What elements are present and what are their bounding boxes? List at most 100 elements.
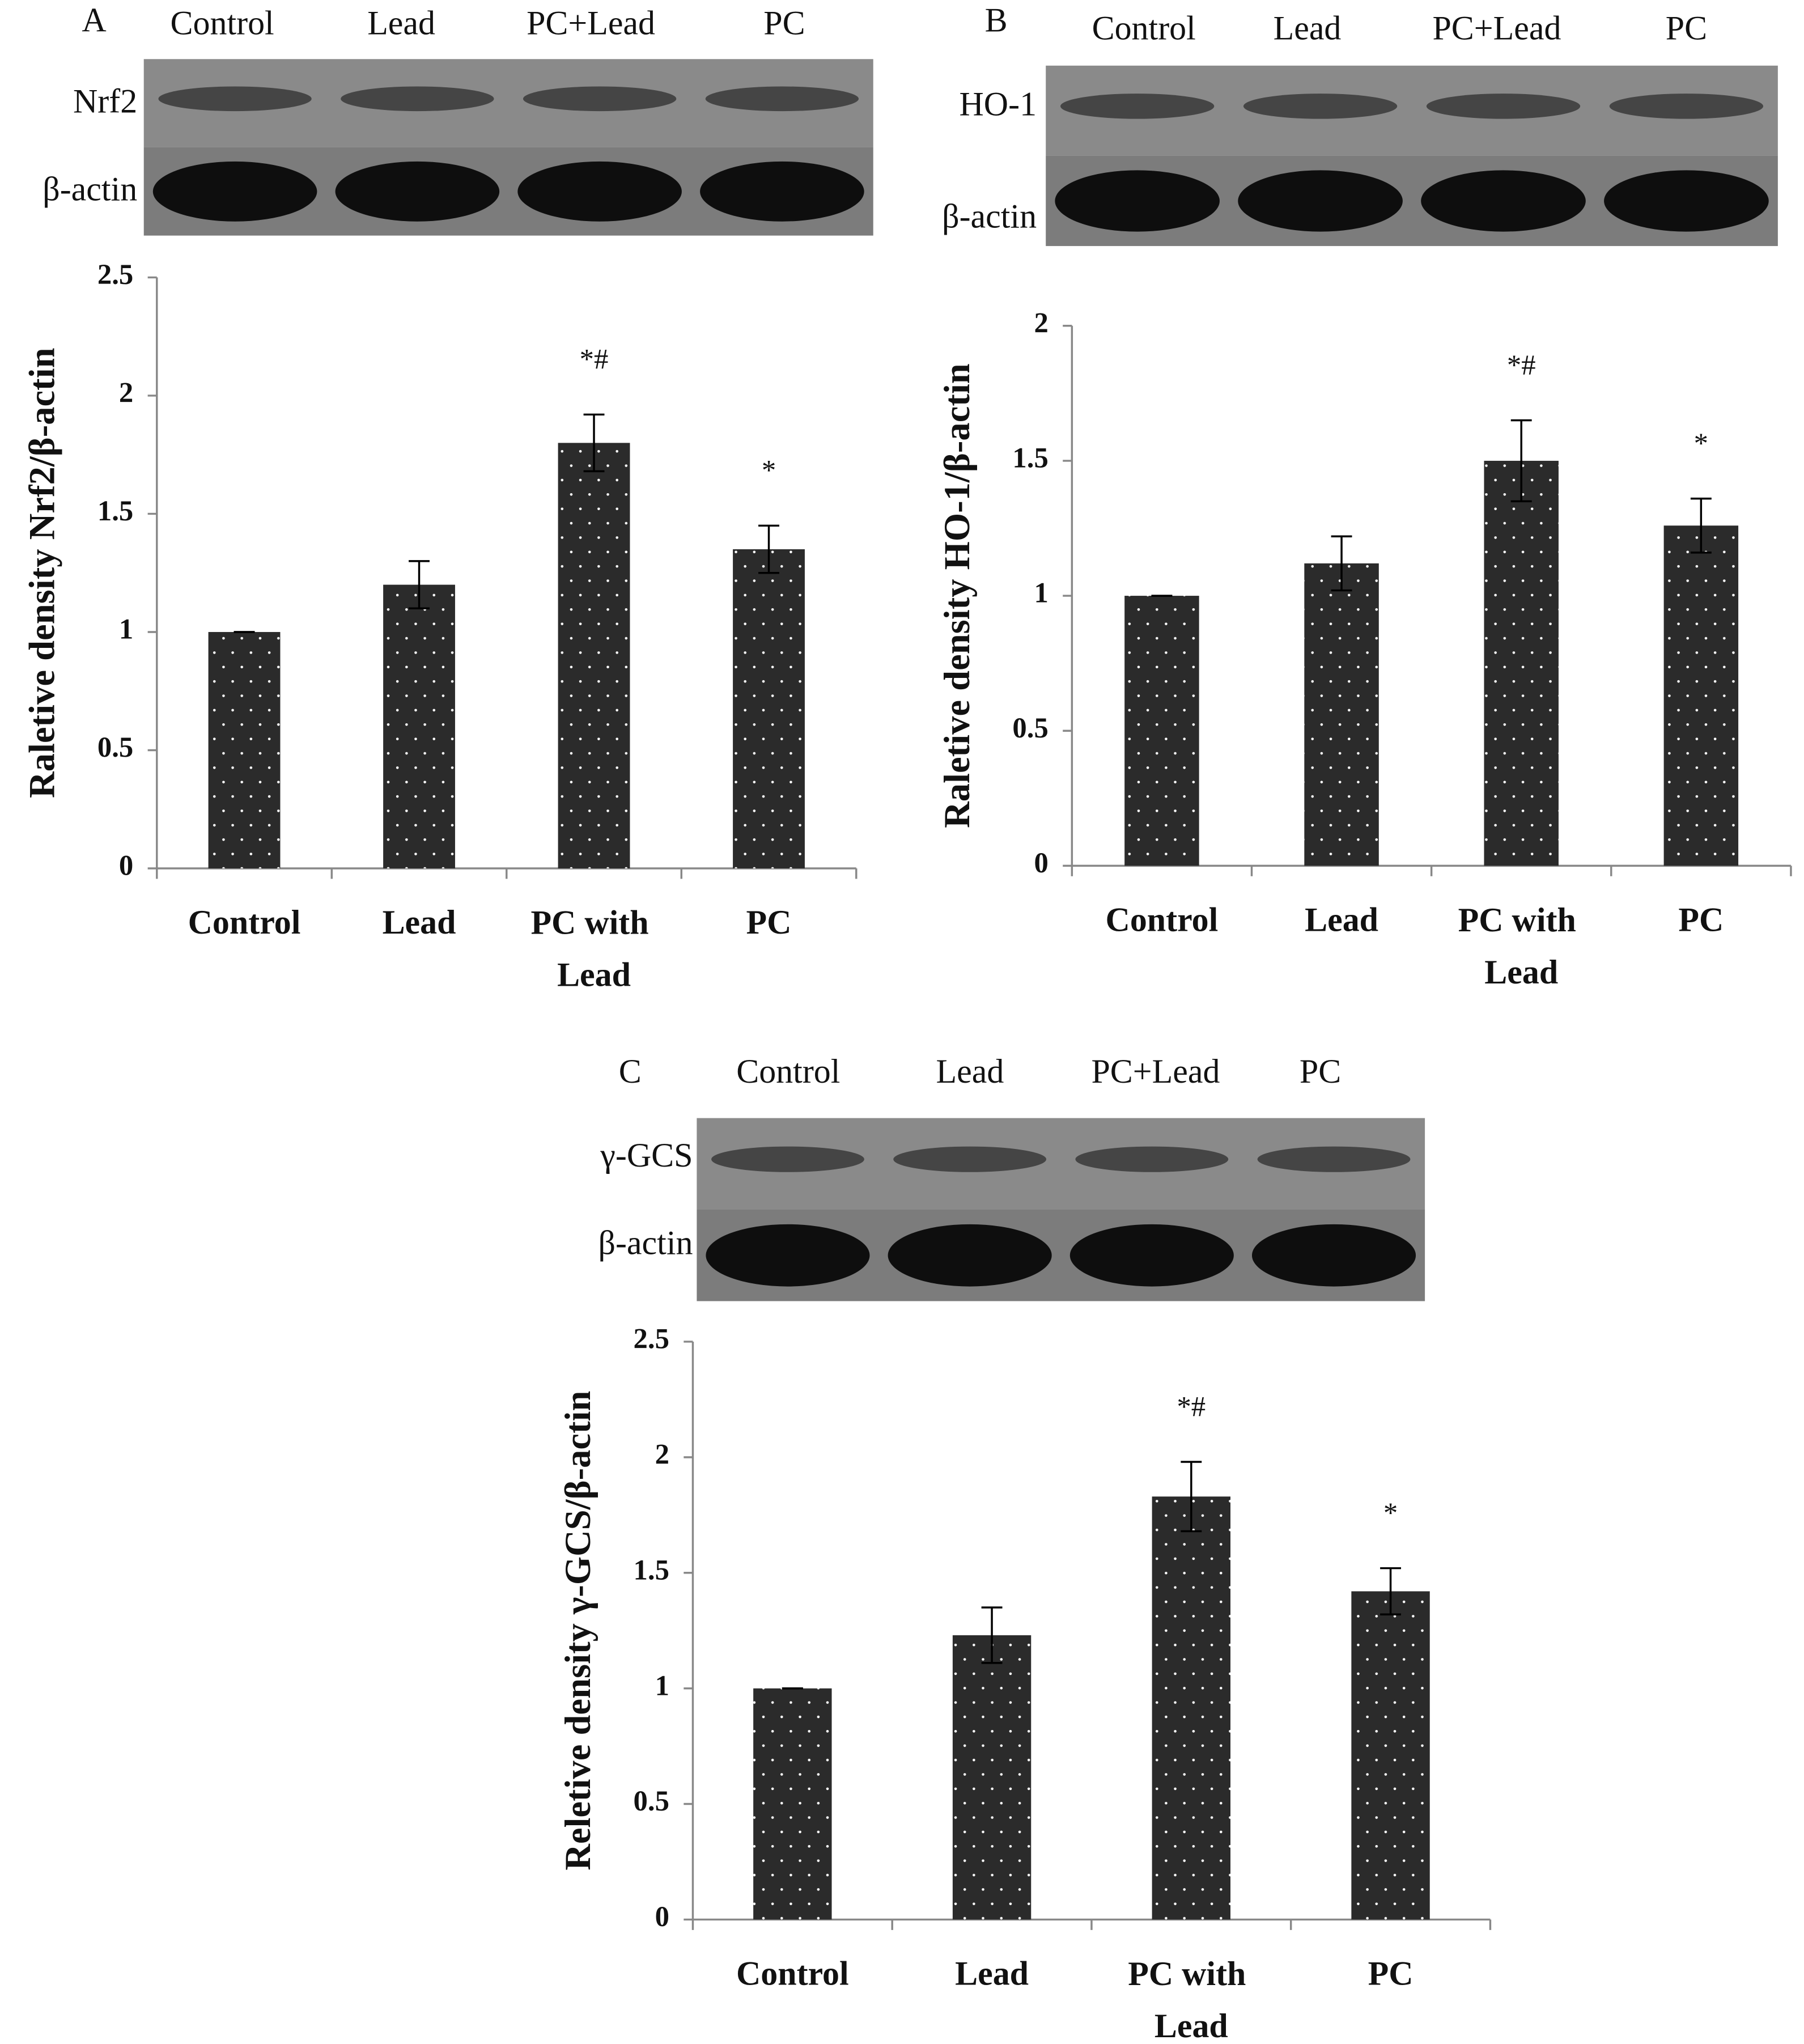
blot-row-label: Nrf2 <box>73 83 137 120</box>
x-tick-label: PC with Lead <box>1458 901 1585 991</box>
error-bar <box>1510 419 1532 503</box>
panel-letter: C <box>619 1053 642 1090</box>
y-tick-label: 1 <box>1034 577 1048 609</box>
blot-band <box>888 1224 1052 1287</box>
y-tick-label: 0 <box>119 850 133 881</box>
panel-letter: B <box>985 2 1008 39</box>
lane-label: PC+Lead <box>1432 10 1561 47</box>
y-tick-label: 1.5 <box>1012 442 1048 474</box>
blot-band <box>700 161 864 222</box>
blot-band <box>523 86 677 112</box>
error-bar <box>1181 1461 1202 1533</box>
significance-label: * <box>762 455 776 486</box>
bar-pattern <box>753 1688 832 1920</box>
bar-pattern <box>1124 596 1199 866</box>
significance-label: *# <box>1507 349 1536 381</box>
blot-band <box>1060 94 1215 119</box>
bar-pattern <box>1351 1591 1430 1920</box>
blot-band <box>1075 1146 1229 1172</box>
blot-row-label: β-actin <box>598 1224 693 1261</box>
blot-band <box>1069 1224 1234 1287</box>
x-tick-label: PC <box>746 904 792 941</box>
y-tick-label: 1 <box>655 1669 669 1701</box>
blot-band <box>341 86 494 112</box>
y-tick-label: 2 <box>119 377 133 409</box>
blot-band <box>1426 94 1581 119</box>
y-axis-label: Raletive density HO-1/β-actin <box>936 363 977 828</box>
blot-row-label: HO-1 <box>960 85 1037 122</box>
blot-band <box>706 1224 870 1287</box>
blot-band <box>158 86 312 112</box>
bar-pattern <box>733 549 805 868</box>
error-bar <box>758 524 779 574</box>
y-tick-label: 2.5 <box>634 1323 669 1355</box>
significance-label: *# <box>1177 1390 1206 1422</box>
blot-band <box>1243 94 1398 119</box>
bar-pattern <box>1663 525 1739 866</box>
x-tick-label: PC <box>1368 1955 1414 1992</box>
panel-letter: A <box>82 2 106 39</box>
bar-pattern <box>1304 563 1379 866</box>
y-tick-label: 0 <box>655 1901 669 1932</box>
significance-label: * <box>1694 427 1708 459</box>
lane-label: Control <box>171 4 274 41</box>
y-tick-label: 0.5 <box>1012 712 1048 744</box>
x-tick-label: Lead <box>1305 901 1378 939</box>
blot-band <box>152 161 317 222</box>
y-tick-label: 2.5 <box>97 258 133 290</box>
blot-band <box>1238 170 1403 232</box>
blot-band <box>705 86 859 112</box>
x-tick-label: Control <box>736 1955 849 1992</box>
significance-label: * <box>1383 1497 1398 1529</box>
y-axis-label: Reletive density γ-GCS/β-actin <box>557 1391 598 1871</box>
y-tick-label: 0.5 <box>97 731 133 763</box>
lane-label: PC <box>1666 10 1707 47</box>
lane-label: Control <box>1092 10 1196 47</box>
x-tick-label: PC <box>1678 901 1724 939</box>
lane-label: Control <box>736 1053 840 1090</box>
blot-row-label: γ-GCS <box>600 1137 693 1174</box>
x-tick-label: Lead <box>383 904 456 941</box>
y-axis-label: Raletive density Nrf2/β-actin <box>22 347 62 798</box>
blot-row-label: β-actin <box>942 198 1037 235</box>
x-tick-label: PC with Lead <box>530 904 657 993</box>
error-bar <box>409 560 430 609</box>
bar-pattern <box>1484 460 1559 866</box>
y-tick-label: 0 <box>1034 847 1048 879</box>
blot-band <box>711 1146 864 1172</box>
blot-band <box>1251 1224 1416 1287</box>
lane-label: Lead <box>936 1053 1004 1090</box>
blot-band <box>335 161 500 222</box>
blot-band <box>1609 94 1764 119</box>
bar-pattern <box>208 631 281 868</box>
bar-pattern <box>1152 1496 1231 1920</box>
y-tick-label: 1.5 <box>634 1554 669 1585</box>
y-tick-label: 1.5 <box>97 495 133 527</box>
blot-band <box>517 161 682 222</box>
y-tick-label: 2 <box>655 1438 669 1470</box>
lane-label: PC <box>1300 1053 1341 1090</box>
significance-label: *# <box>580 344 609 375</box>
x-tick-label: Control <box>1106 901 1219 939</box>
lane-label: PC <box>763 4 805 41</box>
blot-band <box>893 1146 1047 1172</box>
error-bar <box>981 1606 1003 1664</box>
y-tick-label: 0.5 <box>634 1785 669 1817</box>
blot-band <box>1257 1146 1411 1172</box>
error-bar <box>583 413 605 473</box>
x-tick-label: Control <box>188 904 301 941</box>
x-tick-label: PC with Lead <box>1128 1955 1254 2044</box>
x-tick-label: Lead <box>955 1955 1029 1992</box>
blot-band <box>1421 170 1586 232</box>
error-bar <box>1380 1567 1402 1615</box>
lane-label: Lead <box>367 4 435 41</box>
lane-label: PC+Lead <box>527 4 655 41</box>
blot-band <box>1604 170 1769 232</box>
blot-row-label: β-actin <box>43 170 137 207</box>
blot-band <box>1055 170 1220 232</box>
error-bar <box>1331 535 1352 592</box>
bar-pattern <box>383 584 455 868</box>
y-tick-label: 2 <box>1034 307 1048 338</box>
